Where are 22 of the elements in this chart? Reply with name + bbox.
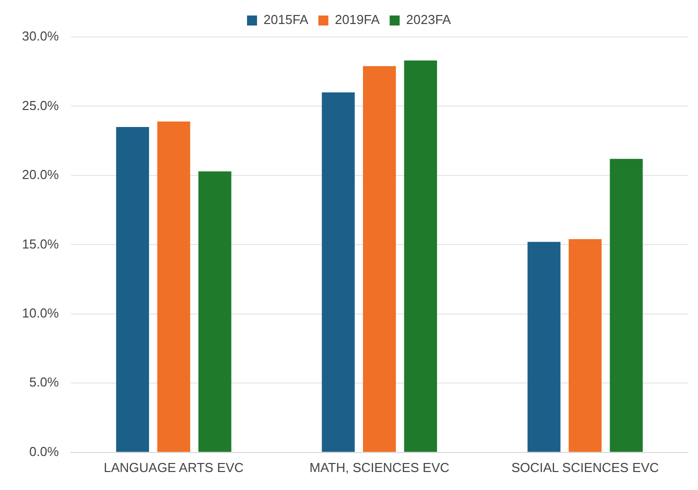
x-tick-label: SOCIAL SCIENCES EVC	[511, 460, 659, 475]
bar	[157, 121, 190, 452]
y-tick-label: 15.0%	[22, 236, 60, 252]
y-tick-label: 0.0%	[29, 444, 60, 459]
bar	[322, 92, 355, 452]
x-tick-label: LANGUAGE ARTS EVC	[104, 460, 244, 475]
legend-label: 2019FA	[334, 12, 380, 28]
y-tick-label: 30.0%	[22, 28, 60, 44]
bar	[198, 171, 232, 452]
y-tick-label: 5.0%	[29, 374, 60, 390]
bar	[528, 242, 560, 452]
bar	[116, 127, 150, 452]
bar	[568, 239, 602, 452]
y-tick-label: 10.0%	[22, 306, 60, 321]
bar	[404, 60, 438, 452]
y-tick-label: 25.0%	[22, 98, 60, 113]
legend-label: 2023FA	[406, 12, 452, 28]
bar	[362, 66, 396, 452]
y-tick-label: 20.0%	[22, 167, 60, 182]
bar	[610, 158, 643, 452]
legend-label: 2015FA	[264, 12, 309, 28]
x-tick-label: MATH, SCIENCES EVC	[309, 460, 450, 475]
